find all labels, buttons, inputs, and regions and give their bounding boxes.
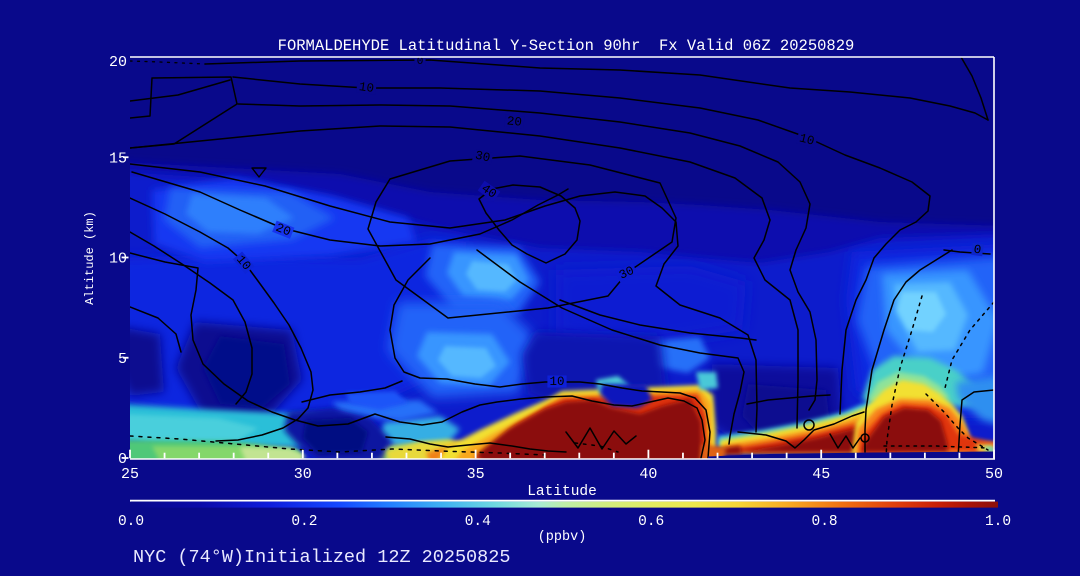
svg-text:Altitude (km): Altitude (km) bbox=[83, 211, 97, 305]
svg-text:15: 15 bbox=[109, 150, 127, 167]
svg-text:5: 5 bbox=[118, 351, 127, 368]
svg-text:50: 50 bbox=[985, 466, 1003, 483]
svg-text:30: 30 bbox=[294, 466, 312, 483]
svg-text:FORMALDEHYDE Latitudinal Y-Sec: FORMALDEHYDE Latitudinal Y-Section 90hr … bbox=[278, 37, 855, 55]
svg-text:0.2: 0.2 bbox=[291, 514, 317, 530]
svg-text:0.6: 0.6 bbox=[638, 514, 664, 530]
svg-text:10: 10 bbox=[798, 131, 816, 148]
svg-text:10: 10 bbox=[358, 80, 375, 96]
svg-text:0.0: 0.0 bbox=[118, 514, 144, 530]
svg-text:0: 0 bbox=[118, 451, 127, 468]
svg-text:20: 20 bbox=[274, 221, 293, 240]
svg-text:1.0: 1.0 bbox=[985, 514, 1011, 530]
svg-text:40: 40 bbox=[639, 466, 657, 483]
svg-text:Latitude: Latitude bbox=[527, 484, 597, 500]
svg-text:35: 35 bbox=[467, 466, 485, 483]
svg-text:10: 10 bbox=[549, 375, 564, 389]
svg-text:0.8: 0.8 bbox=[812, 514, 838, 530]
svg-text:30: 30 bbox=[474, 149, 492, 166]
svg-text:10: 10 bbox=[109, 251, 127, 268]
svg-text:45: 45 bbox=[812, 466, 830, 483]
svg-text:20: 20 bbox=[506, 114, 522, 129]
svg-text:20: 20 bbox=[109, 54, 127, 71]
svg-text:0: 0 bbox=[973, 243, 982, 258]
svg-text:0: 0 bbox=[417, 56, 424, 68]
svg-text:30: 30 bbox=[617, 264, 637, 283]
svg-text:25: 25 bbox=[121, 466, 139, 483]
svg-text:(ppbv): (ppbv) bbox=[538, 530, 587, 545]
svg-text:NYC (74°W)Initialized 12Z 2025: NYC (74°W)Initialized 12Z 20250825 bbox=[133, 547, 510, 568]
svg-text:0.4: 0.4 bbox=[465, 514, 491, 530]
